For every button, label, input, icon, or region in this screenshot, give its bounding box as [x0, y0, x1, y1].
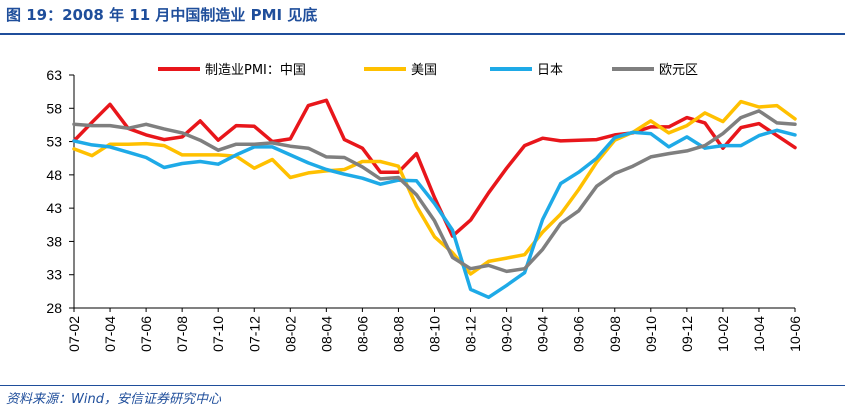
chart-series [72, 98, 797, 300]
x-tick-label: 07-08 [174, 316, 190, 352]
y-tick-label: 38 [46, 233, 62, 249]
series-line-0 [72, 98, 797, 238]
y-tick-label: 58 [46, 100, 62, 116]
series-line-2 [72, 128, 797, 300]
legend-label-0: 制造业PMI：中国 [205, 63, 306, 78]
x-tick-label: 08-04 [318, 316, 334, 352]
legend-label-1: 美国 [411, 63, 437, 78]
legend-label-3: 欧元区 [659, 63, 698, 78]
series-line-3 [72, 109, 797, 274]
x-tick-label: 09-12 [679, 316, 695, 352]
x-tick-label: 07-12 [246, 316, 262, 352]
y-tick-label: 53 [46, 134, 62, 150]
x-tick-label: 08-06 [354, 316, 370, 352]
x-tick-label: 10-06 [787, 316, 803, 352]
chart-title: 图 19：2008 年 11 月中国制造业 PMI 见底 [6, 6, 318, 24]
x-tick-label: 09-08 [607, 316, 623, 352]
y-tick-label: 33 [46, 267, 62, 283]
y-tick-label: 63 [46, 67, 62, 83]
x-tick-label: 07-02 [66, 316, 82, 352]
title-divider [0, 33, 845, 35]
x-tick-label: 10-04 [751, 316, 767, 352]
x-tick-label: 09-06 [571, 316, 587, 352]
x-tick-label: 09-10 [643, 316, 659, 352]
x-tick-label: 08-10 [427, 316, 443, 352]
series-line-1 [72, 99, 797, 276]
x-tick-label: 09-04 [535, 316, 551, 352]
x-tick-label: 07-04 [102, 316, 118, 352]
x-tick-label: 07-10 [210, 316, 226, 352]
y-tick-label: 48 [46, 167, 62, 183]
source-note: 资料来源：Wind，安信证券研究中心 [6, 392, 221, 407]
chart-axes: 28 33 38 43 48 53 58 63 07-02 07-04 07-06 07-08 07-1… [46, 67, 803, 352]
legend-label-2: 日本 [537, 63, 563, 78]
pmi-line-chart: 制造业PMI：中国 美国 日本 欧元区 28 33 38 43 48 53 58 63 07-02 07… [46, 63, 803, 352]
x-tick-label: 08-12 [463, 316, 479, 352]
footer-divider [0, 385, 845, 386]
x-tick-label: 08-02 [282, 316, 298, 352]
chart-legend: 制造业PMI：中国 美国 日本 欧元区 [158, 63, 698, 78]
x-tick-label: 10-02 [715, 316, 731, 352]
x-tick-label: 07-06 [138, 316, 154, 352]
y-tick-label: 43 [46, 200, 62, 216]
x-tick-label: 09-02 [499, 316, 515, 352]
x-tick-label: 08-08 [390, 316, 406, 352]
y-tick-label: 28 [46, 300, 62, 316]
